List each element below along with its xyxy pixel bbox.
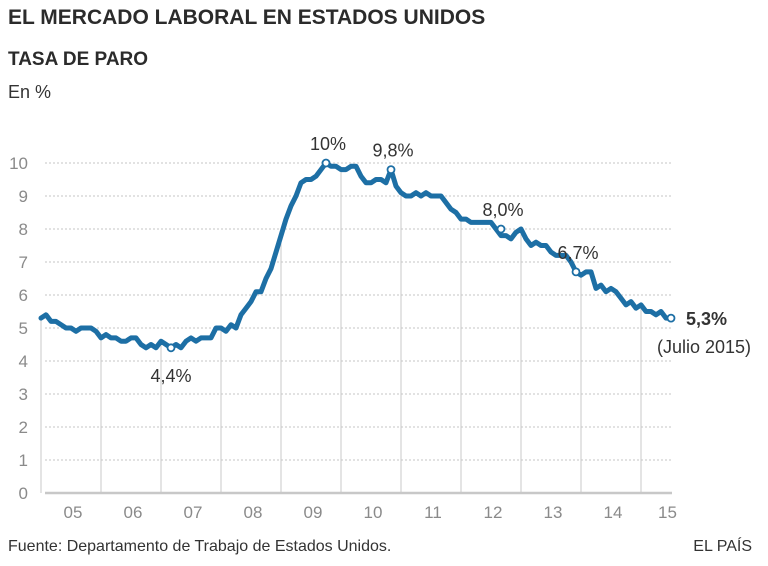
- x-tick-label: 06: [124, 503, 143, 522]
- annotation-marker: [571, 267, 581, 277]
- x-tick-label: 09: [304, 503, 323, 522]
- annotation-marker: [666, 313, 676, 323]
- annotation-marker: [166, 343, 176, 353]
- annotation-label: 5,3%: [686, 309, 727, 329]
- x-tick-label: 13: [544, 503, 563, 522]
- year-separators: [40, 169, 642, 493]
- annotations: 4,4% 10% 9,8% 8,0% 6,7% 5,3% (Julio 2015): [150, 134, 751, 386]
- y-tick-label: 4: [19, 352, 28, 371]
- x-tick-label: 11: [424, 503, 442, 522]
- y-tick-label: 10: [9, 154, 28, 173]
- annotation-label: 10%: [310, 134, 346, 154]
- y-tick-label: 5: [19, 319, 28, 338]
- y-tick-label: 6: [19, 286, 28, 305]
- x-tick-label: 07: [184, 503, 203, 522]
- unit-label: En %: [8, 82, 52, 102]
- y-tick-label: 1: [19, 451, 28, 470]
- brand-logo: EL PAÍS: [693, 538, 752, 555]
- x-tick-label: 15: [658, 503, 677, 522]
- grid: [45, 162, 672, 495]
- annotation-label: 8,0%: [482, 200, 523, 220]
- annotation-label: 4,4%: [150, 366, 191, 386]
- annotation-marker: [321, 158, 331, 168]
- y-tick-label: 7: [19, 253, 28, 272]
- x-tick-label: 05: [64, 503, 83, 522]
- x-tick-label: 12: [484, 503, 503, 522]
- annotation-label: 6,7%: [557, 243, 598, 263]
- y-tick-label: 8: [19, 220, 28, 239]
- source-note: Fuente: Departamento de Trabajo de Estad…: [8, 538, 392, 555]
- y-tick-label: 9: [19, 187, 28, 206]
- annotation-sublabel: (Julio 2015): [657, 337, 751, 357]
- y-tick-label: 2: [19, 418, 28, 437]
- x-axis: 05 06 07 08 09 10 11 12 13 14 15: [64, 503, 677, 522]
- x-tick-label: 14: [604, 503, 623, 522]
- annotation-label: 9,8%: [372, 141, 413, 161]
- x-tick-label: 08: [244, 503, 263, 522]
- y-axis: 0 1 2 3 4 5 6 7 8 9 10: [9, 154, 28, 503]
- annotation-marker: [496, 224, 506, 234]
- annotation-marker: [386, 165, 396, 175]
- chart-subtitle: TASA DE PARO: [8, 49, 149, 70]
- y-tick-label: 0: [19, 484, 28, 503]
- series: [38, 160, 674, 351]
- x-tick-label: 10: [364, 503, 383, 522]
- main-title: EL MERCADO LABORAL EN ESTADOS UNIDOS: [8, 6, 486, 29]
- y-tick-label: 3: [19, 385, 28, 404]
- series-line: [38, 160, 674, 351]
